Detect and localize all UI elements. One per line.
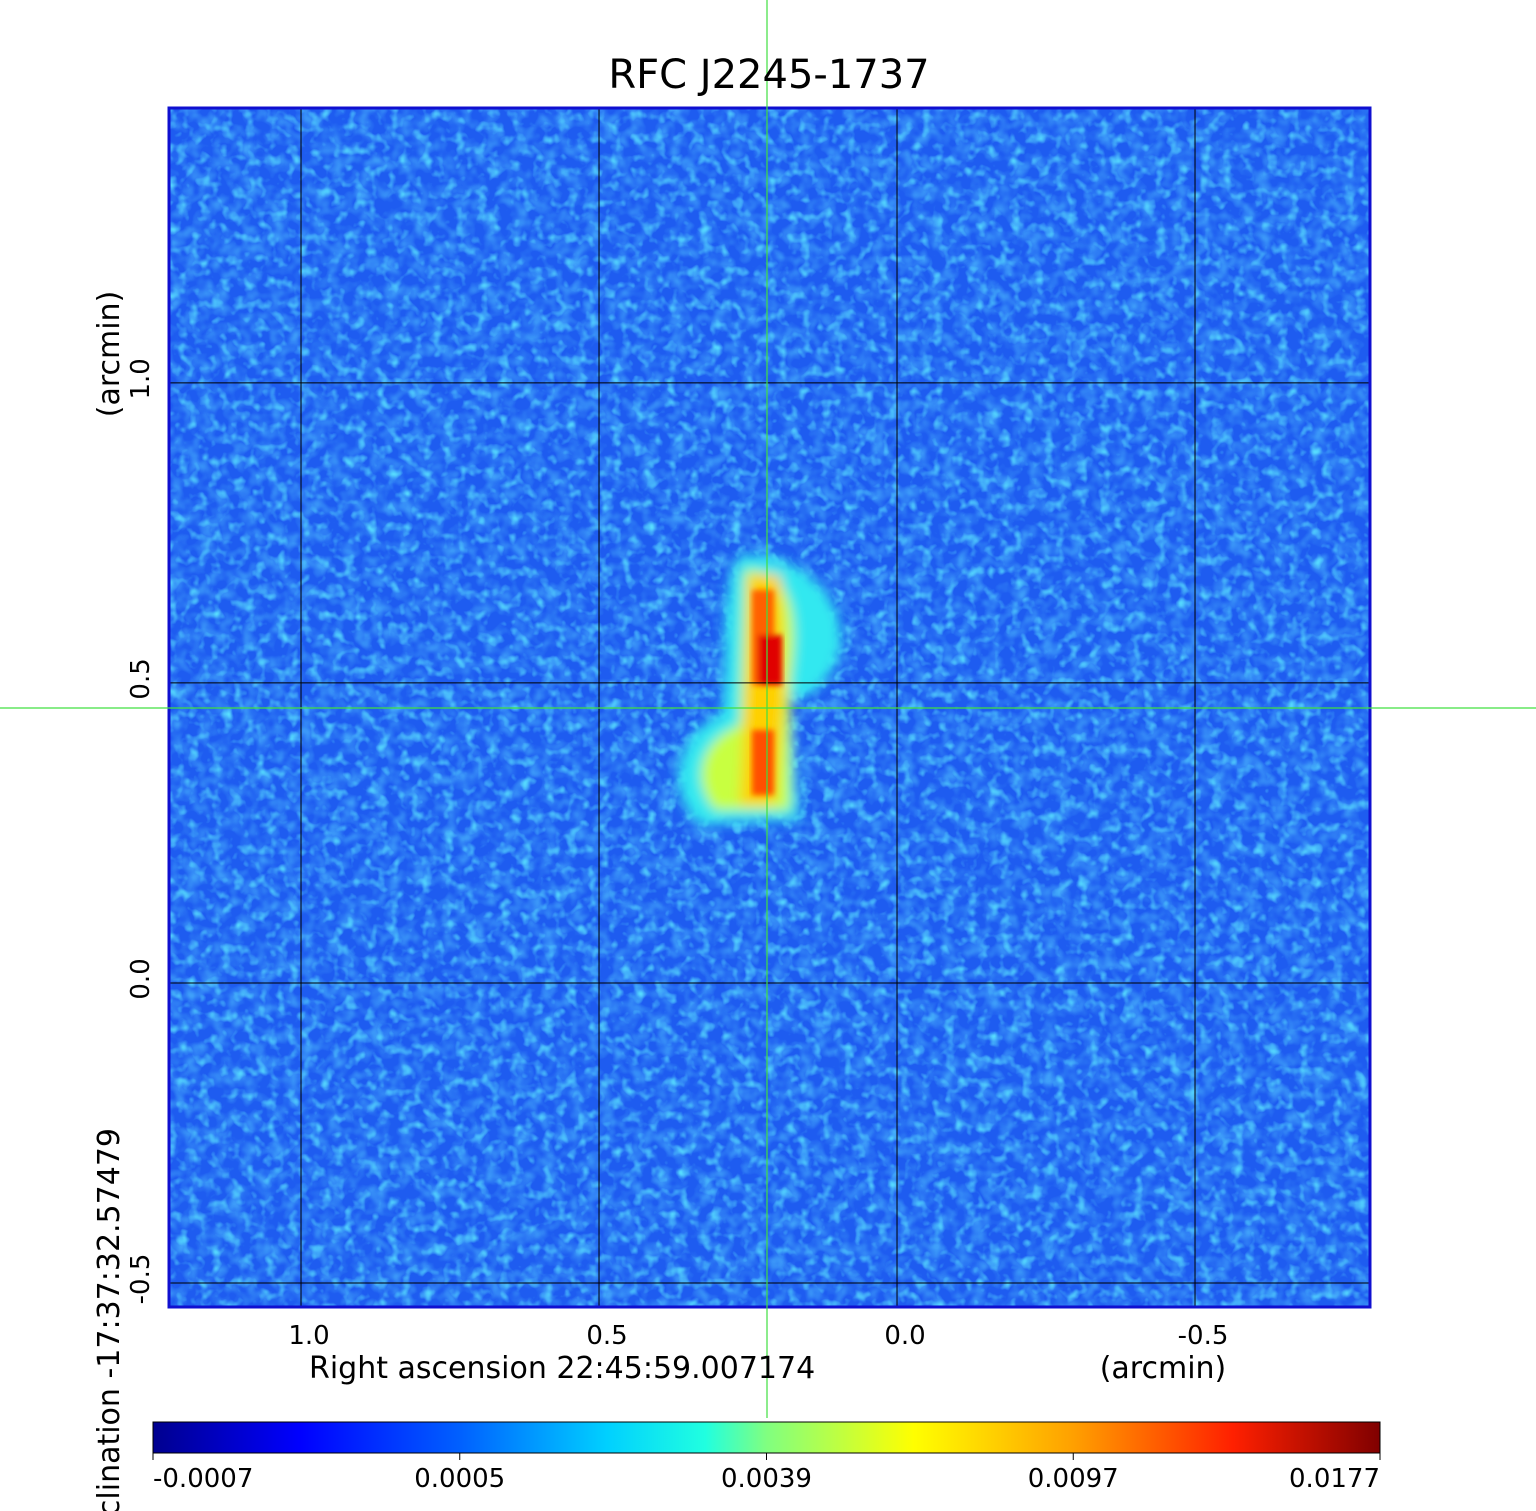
x-tick-label: 0.5 [586,1321,627,1351]
colorbar-tick-label: 0.0177 [1289,1464,1380,1494]
colorbar-tick-label: -0.0007 [153,1464,253,1494]
x-axis-label: Right ascension 22:45:59.007174 [309,1351,815,1386]
colorbar-tick-label: 0.0005 [414,1464,505,1494]
x-tick-label: -0.5 [1178,1321,1229,1351]
x-tick-label: 0.0 [884,1321,925,1351]
y-tick-label: 0.5 [126,658,156,699]
y-axis-unit: (arcmin) [92,291,127,418]
colorbar-tick-label: 0.0039 [721,1464,812,1494]
colorbar-tick-label: 0.0097 [1028,1464,1119,1494]
chart-title: RFC J2245-1737 [608,52,929,98]
grid [169,108,1370,1307]
source-core [752,590,782,795]
y-axis-label: Declination -17:37:32.57479 [92,1128,127,1511]
y-tick-label: 1.0 [126,358,156,399]
y-tick-label: 0.0 [126,958,156,999]
y-tick-label: -0.5 [126,1254,156,1305]
x-tick-label: 1.0 [288,1321,329,1351]
x-axis-unit: (arcmin) [1100,1351,1227,1386]
colorbar [152,1421,1381,1454]
